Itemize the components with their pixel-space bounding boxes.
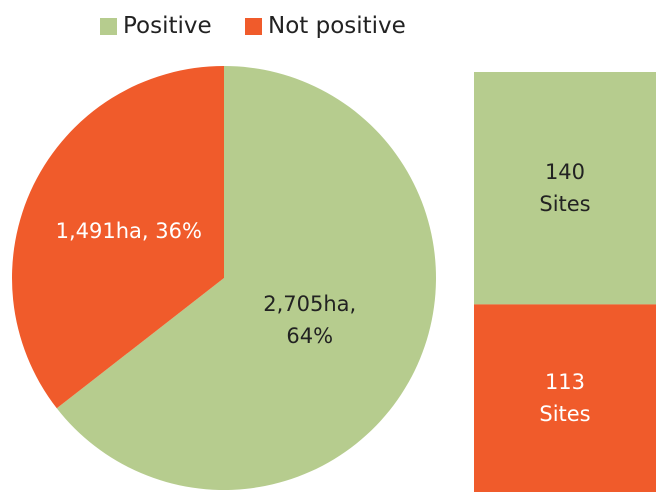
bar-label: 140 Sites (539, 160, 591, 217)
legend-item: Not positive (245, 12, 406, 40)
legend-label: Positive (123, 13, 212, 39)
bar-segment (474, 304, 656, 492)
bar-segment (474, 72, 656, 305)
slice-label: 1,491ha, 36% (55, 219, 202, 244)
slice-label: 2,705ha, 64% (263, 291, 357, 348)
legend-swatch (245, 17, 262, 35)
legend-item: Positive (100, 12, 212, 40)
pie-slice (11, 66, 224, 409)
legend-label: Not positive (268, 13, 406, 39)
legend-swatch (100, 17, 117, 35)
pie-slice (56, 66, 437, 491)
bar-label: 113 Sites (539, 370, 591, 427)
